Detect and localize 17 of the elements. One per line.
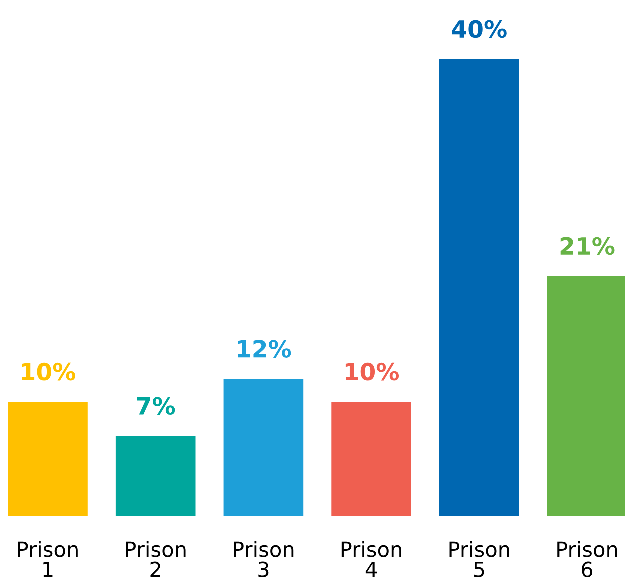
x-tick-label: Prison 5 (450, 541, 510, 578)
x-tick-label: Prison 3 (234, 541, 294, 578)
bar (439, 59, 520, 516)
bar (116, 436, 196, 516)
bar (224, 379, 304, 516)
data-label: 12% (238, 340, 292, 358)
data-label: 40% (452, 20, 507, 38)
x-tick-label: Prison 6 (558, 541, 618, 578)
x-tick-label: Prison 4 (342, 541, 402, 578)
x-tick-label: Prison 2 (126, 541, 186, 578)
data-label: 21% (560, 237, 615, 256)
x-tick-label: Prison 1 (18, 541, 78, 578)
bar (332, 402, 412, 516)
data-label: 10% (22, 362, 76, 381)
data-label: 7% (137, 397, 176, 416)
bar (8, 402, 88, 516)
data-label: 10% (346, 362, 400, 381)
